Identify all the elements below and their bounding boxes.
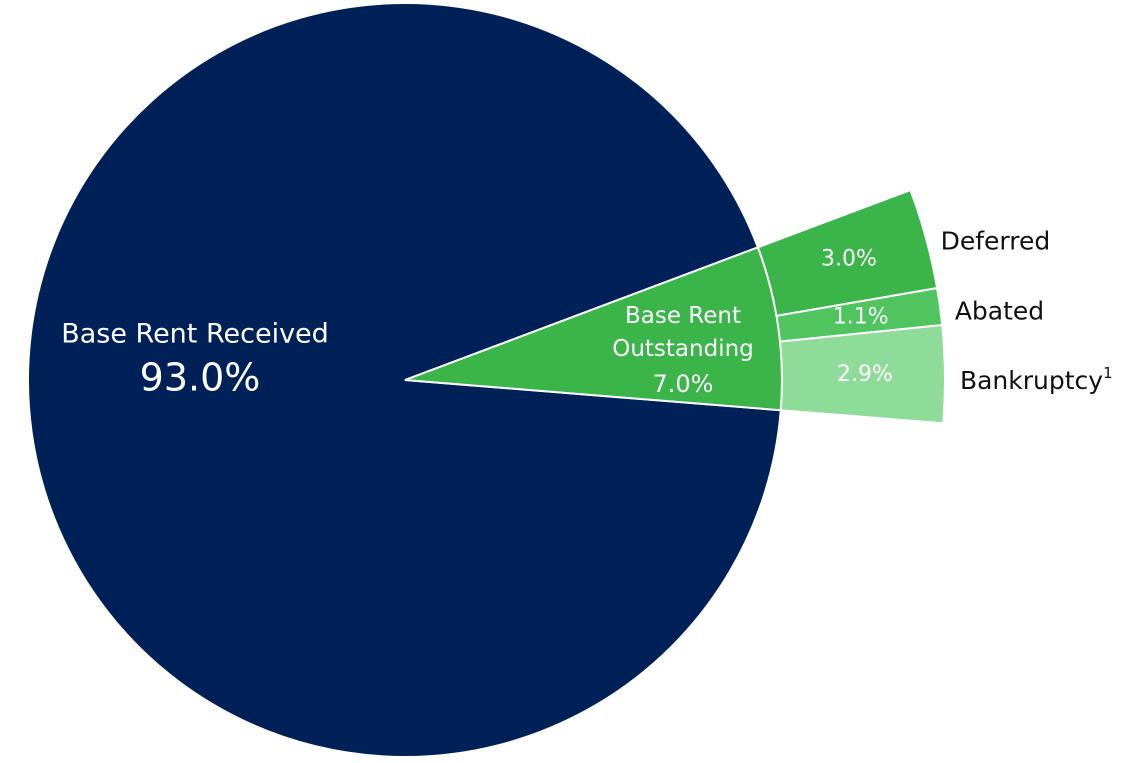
breakout-name: Bankruptcy <box>960 366 1103 395</box>
pie-slice <box>27 2 782 759</box>
breakout-name: Deferred <box>941 226 1051 255</box>
slice-label: Base Rent Outstanding <box>612 303 754 362</box>
footnote-mark: 1 <box>1103 363 1113 381</box>
slice-label: Base Rent Received <box>61 319 329 350</box>
breakout-name: Abated <box>955 296 1044 325</box>
value-label: 2.9% <box>837 362 893 387</box>
breakout-label: Deferred <box>941 226 1051 255</box>
value-label: 93.0% <box>140 356 261 400</box>
value-label: 1.1% <box>833 304 889 329</box>
value-label: 7.0% <box>653 370 714 398</box>
breakout-segment <box>778 323 946 425</box>
breakout-label: Bankruptcy1 <box>960 363 1113 395</box>
value-label: 3.0% <box>821 246 877 271</box>
breakout-label: Abated <box>955 296 1044 325</box>
